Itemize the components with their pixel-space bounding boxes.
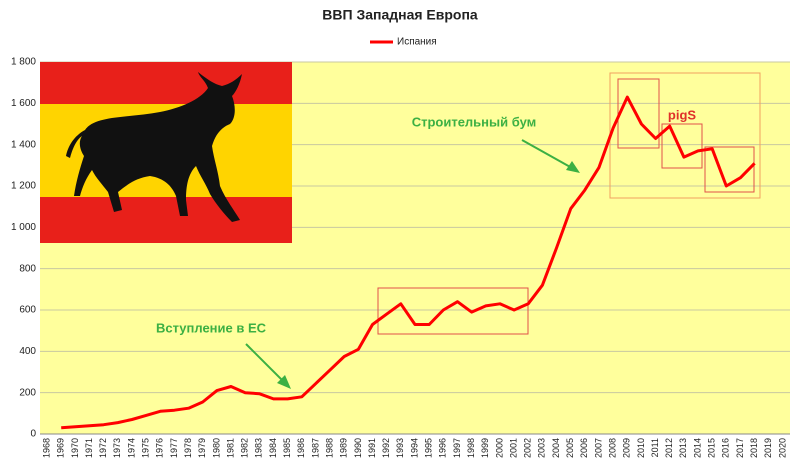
flag-image (40, 62, 292, 243)
x-tick-label: 1975 (141, 438, 151, 458)
x-tick-label: 1969 (56, 438, 66, 458)
x-tick-label: 2011 (650, 438, 660, 457)
x-tick-label: 2007 (593, 438, 603, 458)
x-tick-label: 1987 (310, 438, 320, 458)
x-tick-label: 2006 (579, 438, 589, 458)
x-tick-label: 1993 (395, 438, 405, 458)
chart-title: ВВП Западная Европа (322, 7, 478, 23)
x-tick-label: 1983 (254, 438, 264, 458)
x-tick-label: 1986 (296, 438, 306, 458)
y-tick-label: 1 800 (11, 57, 36, 68)
x-tick-label: 1991 (367, 438, 377, 458)
annotation: Вступление в ЕС (156, 320, 267, 335)
x-tick-label: 1994 (409, 438, 419, 458)
y-tick-label: 1 000 (11, 222, 36, 233)
x-tick-label: 1999 (480, 438, 490, 458)
x-tick-label: 2002 (523, 438, 533, 458)
x-tick-label: 2018 (749, 438, 759, 458)
x-tick-label: 1984 (268, 438, 278, 458)
x-tick-label: 1996 (438, 438, 448, 458)
x-tick-label: 2010 (636, 438, 646, 458)
y-tick-label: 400 (19, 346, 36, 357)
x-tick-label: 2020 (777, 438, 787, 458)
x-tick-label: 1974 (126, 438, 136, 458)
x-tick-label: 2009 (622, 438, 632, 458)
annotation: pigS (668, 107, 696, 122)
y-tick-label: 800 (19, 263, 36, 274)
annotation: Строительный бум (412, 114, 537, 129)
y-tick-label: 0 (30, 429, 36, 440)
x-tick-label: 2019 (763, 438, 773, 458)
x-tick-label: 1990 (353, 438, 363, 458)
x-tick-label: 1973 (112, 438, 122, 458)
y-tick-label: 600 (19, 305, 36, 316)
x-tick-label: 1989 (339, 438, 349, 458)
x-tick-label: 1979 (197, 438, 207, 458)
x-tick-label: 1988 (324, 438, 334, 458)
legend-entry: Испания (397, 37, 437, 48)
x-tick-label: 2001 (508, 438, 518, 458)
x-tick-label: 1968 (41, 438, 51, 458)
x-tick-label: 1978 (183, 438, 193, 458)
y-tick-label: 1 400 (11, 139, 36, 150)
x-tick-label: 1971 (84, 438, 94, 458)
x-tick-label: 2016 (721, 438, 731, 458)
x-tick-label: 1972 (98, 438, 108, 458)
x-tick-label: 1982 (240, 438, 250, 458)
x-tick-label: 1992 (381, 438, 391, 458)
x-tick-label: 2014 (692, 438, 702, 458)
x-tick-label: 1981 (225, 438, 235, 458)
x-tick-label: 1970 (70, 438, 80, 458)
y-tick-label: 200 (19, 387, 36, 398)
x-tick-label: 2003 (537, 438, 547, 458)
x-tick-label: 1995 (424, 438, 434, 458)
arrows (245, 139, 580, 389)
x-tick-label: 2004 (551, 438, 561, 458)
y-tick-label: 1 200 (11, 181, 36, 192)
y-tick-label: 1 600 (11, 98, 36, 109)
x-tick-label: 2005 (565, 438, 575, 458)
x-tick-label: 2017 (735, 438, 745, 458)
x-tick-label: 1998 (466, 438, 476, 458)
x-tick-label: 2013 (678, 438, 688, 458)
x-tick-label: 2015 (707, 438, 717, 458)
x-tick-label: 1997 (452, 438, 462, 458)
x-tick-label: 2012 (664, 438, 674, 458)
x-tick-label: 2000 (494, 438, 504, 458)
x-tick-label: 1985 (282, 438, 292, 458)
x-tick-label: 2008 (607, 438, 617, 458)
x-tick-label: 1976 (155, 438, 165, 458)
x-tick-label: 1980 (211, 438, 221, 458)
data-line (61, 95, 756, 430)
x-tick-label: 1977 (169, 438, 179, 458)
